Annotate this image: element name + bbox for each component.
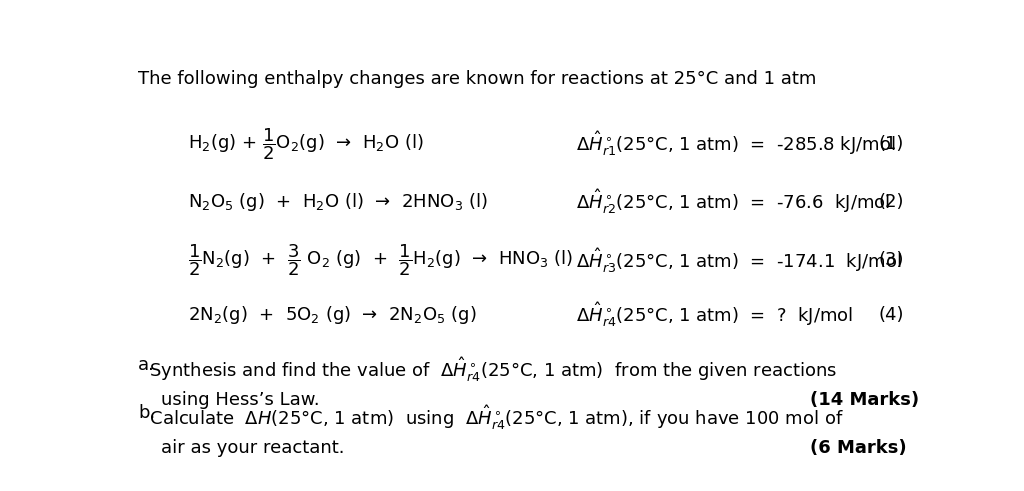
Text: using Hess’s Law.: using Hess’s Law. <box>138 391 319 409</box>
Text: a.: a. <box>138 355 156 374</box>
Text: Δ$\hat{H}^\circ_{r3}$(25°C, 1 atm)  =  -174.1  kJ/mol: Δ$\hat{H}^\circ_{r3}$(25°C, 1 atm) = -17… <box>577 246 902 275</box>
Text: (1): (1) <box>879 135 904 153</box>
Text: $\dfrac{1}{2}$N$_2$(g)  +  $\dfrac{3}{2}$ O$_2$ (g)  +  $\dfrac{1}{2}$H$_2$(g)  : $\dfrac{1}{2}$N$_2$(g) + $\dfrac{3}{2}$ … <box>187 243 572 278</box>
Text: H$_2$(g) + $\dfrac{1}{2}$O$_2$(g)  →  H$_2$O (l): H$_2$(g) + $\dfrac{1}{2}$O$_2$(g) → H$_2… <box>187 126 423 162</box>
Text: (3): (3) <box>879 251 904 270</box>
Text: Δ$\hat{H}^\circ_{r4}$(25°C, 1 atm)  =  ?  kJ/mol: Δ$\hat{H}^\circ_{r4}$(25°C, 1 atm) = ? k… <box>577 300 854 329</box>
Text: The following enthalpy changes are known for reactions at 25°C and 1 atm: The following enthalpy changes are known… <box>138 70 817 88</box>
Text: Δ$\hat{H}^\circ_{r2}$(25°C, 1 atm)  =  -76.6  kJ/mol: Δ$\hat{H}^\circ_{r2}$(25°C, 1 atm) = -76… <box>577 188 891 216</box>
Text: Calculate  $\Delta H$(25°C, 1 atm)  using  $\Delta\hat{H}^\circ_{r4}$(25°C, 1 at: Calculate $\Delta H$(25°C, 1 atm) using … <box>138 404 844 433</box>
Text: (4): (4) <box>879 306 904 324</box>
Text: (6 Marks): (6 Marks) <box>811 439 907 457</box>
Text: b.: b. <box>138 404 156 422</box>
Text: Synthesis and find the value of  $\Delta\hat{H}^\circ_{r4}$(25°C, 1 atm)  from t: Synthesis and find the value of $\Delta\… <box>138 355 838 384</box>
Text: 2N$_2$(g)  +  5O$_2$ (g)  →  2N$_2$O$_5$ (g): 2N$_2$(g) + 5O$_2$ (g) → 2N$_2$O$_5$ (g) <box>187 304 476 326</box>
Text: Δ$\hat{H}^\circ_{r1}$(25°C, 1 atm)  =  -285.8 kJ/mol: Δ$\hat{H}^\circ_{r1}$(25°C, 1 atm) = -28… <box>577 130 896 159</box>
Text: N$_2$O$_5$ (g)  +  H$_2$O (l)  →  2HNO$_3$ (l): N$_2$O$_5$ (g) + H$_2$O (l) → 2HNO$_3$ (… <box>187 191 487 213</box>
Text: air as your reactant.: air as your reactant. <box>138 439 345 457</box>
Text: (2): (2) <box>879 193 904 211</box>
Text: (14 Marks): (14 Marks) <box>811 391 920 409</box>
